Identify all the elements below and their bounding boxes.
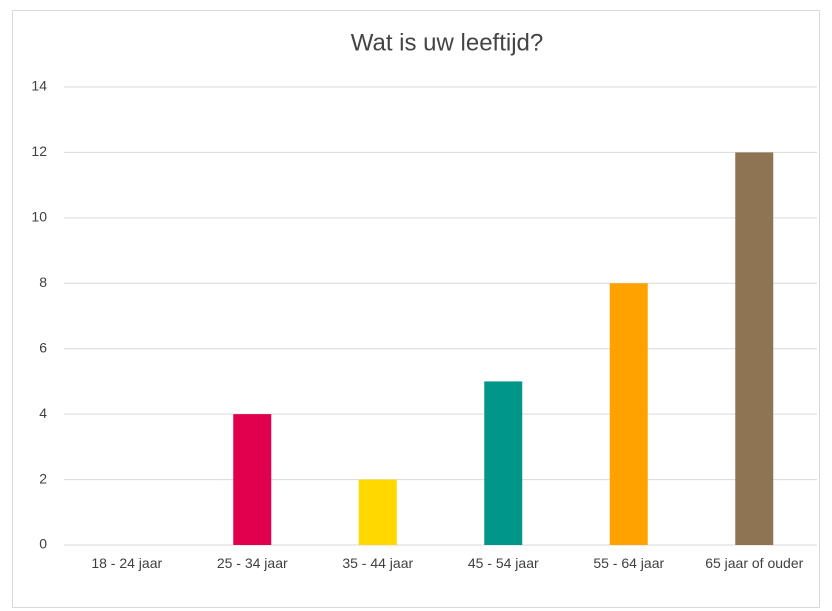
y-tick-label: 6	[39, 339, 47, 355]
y-tick-label: 12	[31, 143, 47, 159]
y-tick-label: 14	[31, 78, 47, 94]
x-tick-label: 45 - 54 jaar	[467, 555, 539, 571]
x-tick-label: 65 jaar of ouder	[705, 555, 804, 571]
bar	[609, 283, 648, 545]
x-tick-label: 18 - 24 jaar	[91, 555, 163, 571]
chart-title: Wat is uw leeftijd?	[351, 29, 544, 56]
bar	[735, 152, 774, 545]
bar	[358, 479, 397, 545]
x-tick-label: 35 - 44 jaar	[342, 555, 414, 571]
x-tick-label: 55 - 64 jaar	[593, 555, 665, 571]
y-tick-label: 2	[39, 470, 47, 486]
y-tick-label: 10	[31, 209, 47, 225]
y-tick-label: 4	[39, 405, 47, 421]
y-tick-label: 0	[39, 536, 47, 552]
y-tick-label: 8	[39, 274, 47, 290]
chart-frame	[12, 10, 820, 608]
x-tick-label: 25 - 34 jaar	[216, 555, 288, 571]
bar	[233, 414, 272, 545]
bar	[484, 381, 523, 545]
